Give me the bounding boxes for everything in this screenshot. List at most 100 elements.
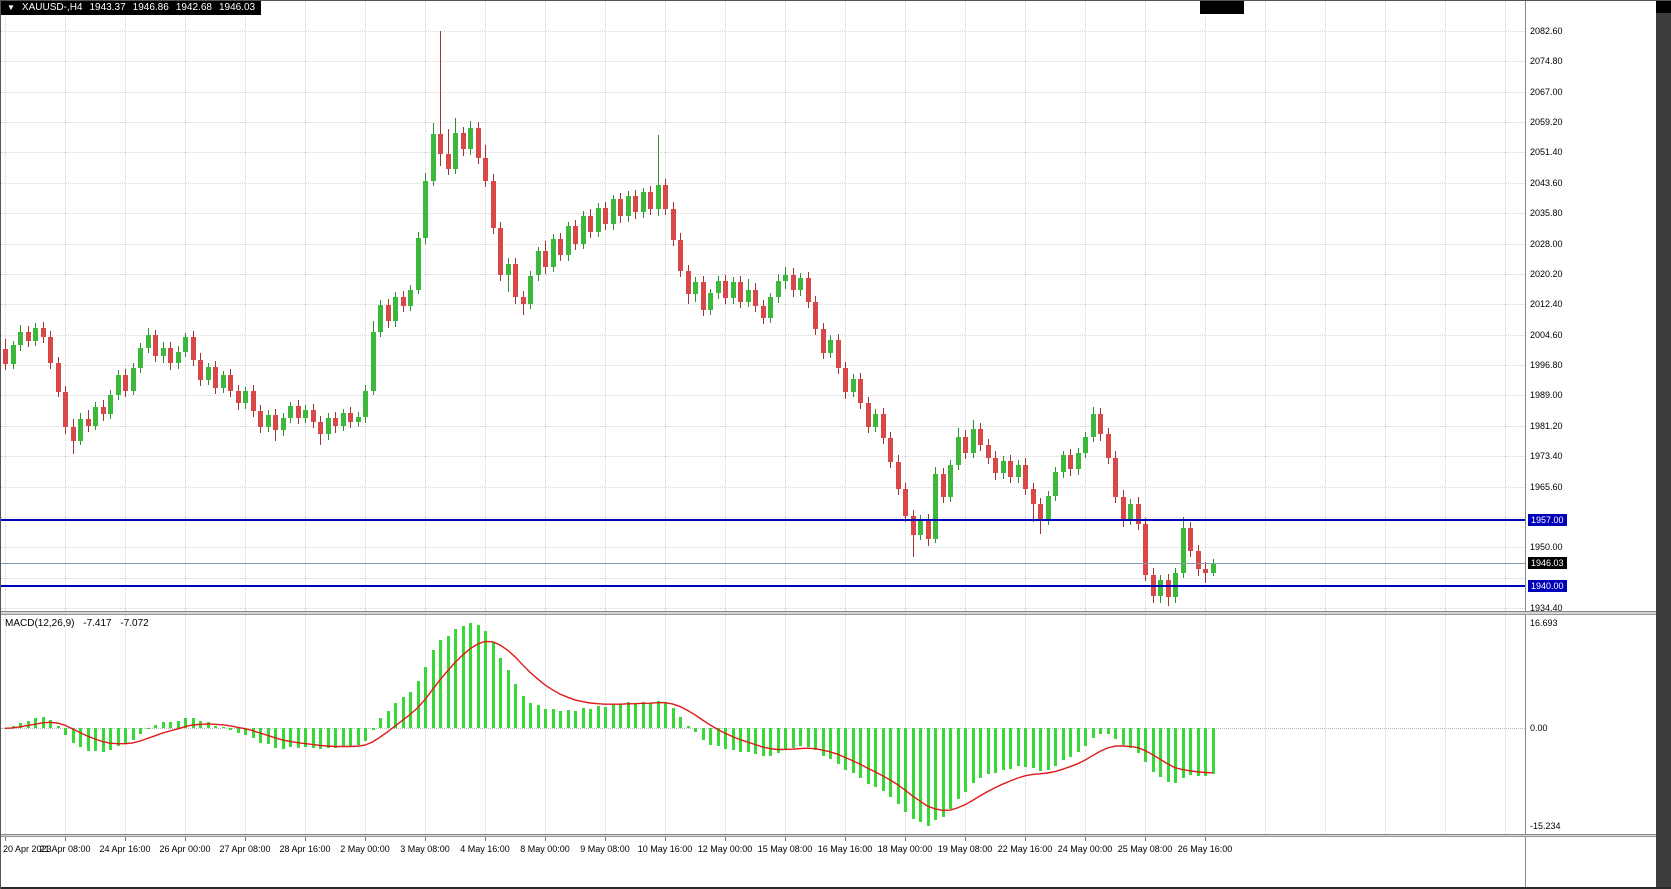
macd-histogram-bar: [1136, 728, 1140, 753]
macd-histogram-bar: [296, 728, 300, 748]
time-tick-mark: [425, 837, 426, 841]
macd-histogram-bar: [424, 666, 427, 729]
time-tick-mark: [1145, 837, 1146, 841]
price-level-tag: 1940.00: [1528, 580, 1567, 593]
candle-body: [835, 340, 841, 369]
horizontal-gridline: [1, 213, 1525, 215]
macd-histogram-bar: [1099, 728, 1102, 735]
macd-histogram-bar: [1046, 728, 1050, 771]
candle-body: [363, 390, 368, 418]
candle-body: [393, 297, 398, 322]
candle-body: [505, 263, 511, 275]
vertical-gridline: [1385, 615, 1386, 834]
vertical-gridline: [1085, 1, 1086, 611]
candle-body: [760, 305, 766, 318]
current-price-tag: 1946.03: [1528, 556, 1567, 569]
vertical-gridline: [845, 1, 846, 611]
macd-histogram-bar: [1001, 728, 1005, 770]
horizontal-gridline: [1, 152, 1525, 154]
macd-indicator-label: MACD(12,26,9) -7.417 -7.072: [5, 618, 155, 629]
macd-histogram-bar: [859, 728, 862, 779]
macd-histogram-bar: [154, 725, 157, 729]
vertical-gridline: [245, 1, 246, 611]
macd-histogram-bar: [784, 728, 787, 750]
macd-histogram-bar: [686, 726, 690, 729]
candle-body: [205, 367, 211, 380]
candle-body: [370, 331, 376, 391]
macd-histogram-bar: [664, 702, 667, 729]
vertical-gridline: [5, 615, 6, 834]
time-tick-mark: [5, 837, 6, 841]
price-tick-label: 2028.00: [1530, 238, 1563, 249]
candle-body: [288, 406, 293, 418]
macd-histogram-bar: [851, 728, 855, 774]
candle-body: [78, 418, 83, 441]
candle-body: [408, 289, 413, 306]
macd-histogram-bar: [566, 709, 570, 729]
candle-body: [783, 274, 788, 281]
vertical-gridline: [1145, 615, 1146, 834]
macd-axis-label: -15.234: [1530, 821, 1561, 831]
macd-histogram-bar: [776, 728, 780, 753]
candle-body: [138, 347, 143, 369]
macd-histogram-bar: [169, 722, 172, 729]
macd-histogram-bar: [694, 728, 697, 733]
macd-histogram-bar: [926, 728, 930, 826]
candle-body: [895, 461, 901, 489]
macd-histogram-bar: [934, 728, 937, 820]
time-tick-label: 3 May 08:00: [400, 844, 450, 854]
macd-histogram-bar: [49, 720, 52, 729]
horizontal-gridline: [1, 516, 1525, 518]
macd-histogram-bar: [724, 728, 727, 750]
candle-body: [813, 301, 818, 330]
vertical-gridline: [485, 1, 486, 611]
candle-body: [1120, 496, 1126, 520]
horizontal-level-line[interactable]: [1, 585, 1525, 588]
price-tick-label: 2020.20: [1530, 268, 1563, 279]
candle-body: [1090, 414, 1096, 437]
macd-indicator-pane[interactable]: MACD(12,26,9) -7.417 -7.072: [1, 615, 1525, 834]
macd-histogram-bar: [806, 728, 810, 747]
pane-divider[interactable]: [1, 611, 1671, 615]
horizontal-gridline: [1, 608, 1525, 609]
macd-histogram-bar: [626, 702, 630, 729]
macd-histogram-bar: [491, 642, 495, 729]
macd-histogram-bar: [574, 710, 577, 729]
macd-histogram-bar: [1181, 728, 1185, 778]
time-tick-mark: [305, 837, 306, 841]
candle-body: [1158, 579, 1163, 597]
price-axis[interactable]: 2082.60 2074.80 2067.00 2059.20 2051.40 2043.…: [1525, 1, 1658, 889]
macd-histogram-bar: [1121, 728, 1125, 746]
macd-histogram-bar: [34, 718, 37, 729]
candle-body: [168, 347, 173, 364]
current-price-line: [1, 562, 1525, 564]
symbol-dropdown-icon[interactable]: ▼: [7, 3, 15, 12]
time-tick-label: 18 May 00:00: [877, 844, 933, 854]
macd-histogram-bar: [1009, 728, 1012, 769]
macd-histogram-bar: [1151, 728, 1155, 772]
time-tick-mark: [785, 837, 786, 841]
macd-histogram-bar: [656, 700, 660, 729]
candle-body: [273, 414, 278, 431]
price-chart-pane[interactable]: [1, 1, 1525, 611]
time-tick-mark: [605, 837, 606, 841]
vertical-gridline: [5, 1, 6, 611]
macd-histogram-bar: [904, 728, 907, 812]
candle-body: [1203, 569, 1208, 573]
macd-histogram-bar: [251, 728, 255, 739]
time-axis[interactable]: 20 Apr 2023 21 Apr 08:00 24 Apr 16:00 26 Ap…: [1, 837, 1657, 863]
candle-body: [663, 185, 668, 209]
price-tick-label: 1950.00: [1530, 542, 1563, 553]
horizontal-level-line[interactable]: [1, 519, 1525, 521]
candle-body: [910, 516, 916, 535]
candle-body: [640, 192, 646, 213]
macd-histogram-bar: [866, 728, 870, 785]
chart-info-bar[interactable]: ▼ XAUUSD-,H4 1943.37 1946.86 1942.68 194…: [1, 1, 262, 15]
macd-histogram-bar: [146, 727, 150, 729]
candle-body: [235, 390, 241, 404]
candle-body: [228, 375, 233, 391]
candle-body: [978, 428, 983, 446]
time-tick-label: 4 May 16:00: [460, 844, 510, 854]
macd-histogram-bar: [979, 728, 982, 778]
time-tick-label: 27 Apr 08:00: [219, 844, 271, 854]
